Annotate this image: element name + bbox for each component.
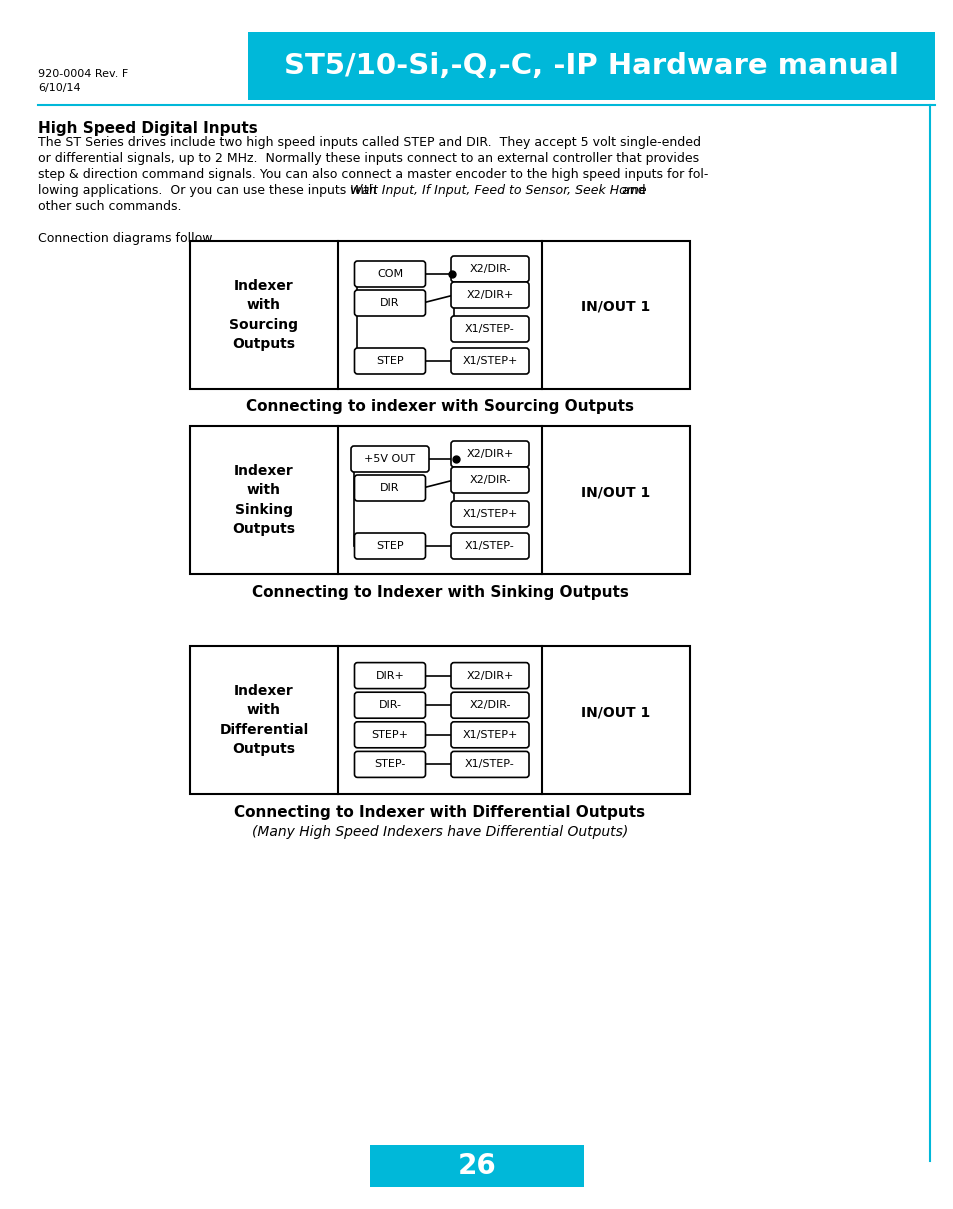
- Text: IN/OUT 1: IN/OUT 1: [580, 485, 650, 499]
- Text: lowing applications.  Or you can use these inputs with: lowing applications. Or you can use thes…: [38, 184, 380, 197]
- FancyBboxPatch shape: [451, 501, 529, 527]
- FancyBboxPatch shape: [451, 316, 529, 342]
- Text: 26: 26: [457, 1152, 496, 1180]
- FancyBboxPatch shape: [451, 533, 529, 559]
- Text: +5V OUT: +5V OUT: [364, 455, 416, 464]
- Bar: [190, 241, 689, 389]
- FancyBboxPatch shape: [355, 475, 425, 501]
- Text: Connection diagrams follow.: Connection diagrams follow.: [38, 232, 215, 245]
- Text: STEP: STEP: [375, 355, 403, 366]
- FancyBboxPatch shape: [355, 533, 425, 559]
- Bar: [248, 31, 934, 100]
- FancyBboxPatch shape: [351, 446, 429, 472]
- FancyBboxPatch shape: [451, 348, 529, 374]
- Text: 6/10/14: 6/10/14: [38, 83, 81, 93]
- Text: Connecting to indexer with Sourcing Outputs: Connecting to indexer with Sourcing Outp…: [246, 399, 634, 415]
- Text: STEP: STEP: [375, 540, 403, 551]
- FancyBboxPatch shape: [451, 722, 529, 748]
- Text: and: and: [618, 184, 645, 197]
- Text: STEP+: STEP+: [371, 730, 408, 740]
- Text: IN/OUT 1: IN/OUT 1: [580, 300, 650, 314]
- Text: X1/STEP+: X1/STEP+: [462, 730, 517, 740]
- Text: X2/DIR+: X2/DIR+: [466, 449, 513, 459]
- FancyBboxPatch shape: [355, 290, 425, 316]
- FancyBboxPatch shape: [355, 752, 425, 777]
- Text: The ST Series drives include two high speed inputs called STEP and DIR.  They ac: The ST Series drives include two high sp…: [38, 135, 700, 149]
- Text: X1/STEP-: X1/STEP-: [465, 540, 515, 551]
- Bar: [370, 1145, 583, 1187]
- Text: X2/DIR+: X2/DIR+: [466, 290, 513, 300]
- Text: STEP-: STEP-: [374, 759, 405, 769]
- Text: Indexer
with
Differential
Outputs: Indexer with Differential Outputs: [219, 684, 309, 757]
- Text: X2/DIR+: X2/DIR+: [466, 671, 513, 681]
- FancyBboxPatch shape: [355, 261, 425, 287]
- Text: DIR: DIR: [380, 484, 399, 493]
- FancyBboxPatch shape: [355, 348, 425, 374]
- FancyBboxPatch shape: [451, 663, 529, 689]
- Text: X1/STEP-: X1/STEP-: [465, 324, 515, 334]
- FancyBboxPatch shape: [451, 256, 529, 282]
- FancyBboxPatch shape: [355, 722, 425, 748]
- Text: X1/STEP-: X1/STEP-: [465, 759, 515, 769]
- Text: X2/DIR-: X2/DIR-: [469, 475, 510, 485]
- Bar: [190, 426, 689, 574]
- FancyBboxPatch shape: [451, 752, 529, 777]
- FancyBboxPatch shape: [355, 663, 425, 689]
- FancyBboxPatch shape: [451, 441, 529, 467]
- Text: Wait Input, If Input, Feed to Sensor, Seek Home: Wait Input, If Input, Feed to Sensor, Se…: [350, 184, 646, 197]
- Text: X1/STEP+: X1/STEP+: [462, 509, 517, 519]
- Text: X1/STEP+: X1/STEP+: [462, 355, 517, 366]
- Text: Connecting to Indexer with Sinking Outputs: Connecting to Indexer with Sinking Outpu…: [252, 584, 628, 600]
- Text: High Speed Digital Inputs: High Speed Digital Inputs: [38, 121, 257, 135]
- Text: or differential signals, up to 2 MHz.  Normally these inputs connect to an exter: or differential signals, up to 2 MHz. No…: [38, 152, 699, 164]
- Text: (Many High Speed Indexers have Differential Outputs): (Many High Speed Indexers have Different…: [252, 825, 627, 839]
- Text: ST5/10-Si,-Q,-C, -IP Hardware manual: ST5/10-Si,-Q,-C, -IP Hardware manual: [284, 52, 898, 80]
- Text: DIR-: DIR-: [378, 700, 401, 710]
- FancyBboxPatch shape: [355, 693, 425, 718]
- Text: Indexer
with
Sinking
Outputs: Indexer with Sinking Outputs: [233, 464, 295, 537]
- Text: COM: COM: [376, 268, 402, 279]
- Text: 920-0004 Rev. F: 920-0004 Rev. F: [38, 69, 128, 79]
- Text: other such commands.: other such commands.: [38, 199, 181, 213]
- Text: DIR: DIR: [380, 297, 399, 308]
- Bar: [190, 646, 689, 794]
- FancyBboxPatch shape: [451, 693, 529, 718]
- FancyBboxPatch shape: [451, 282, 529, 308]
- Text: step & direction command signals. You can also connect a master encoder to the h: step & direction command signals. You ca…: [38, 168, 708, 181]
- Text: DIR+: DIR+: [375, 671, 404, 681]
- Text: X2/DIR-: X2/DIR-: [469, 264, 510, 274]
- Text: IN/OUT 1: IN/OUT 1: [580, 705, 650, 719]
- Text: Connecting to Indexer with Differential Outputs: Connecting to Indexer with Differential …: [234, 804, 645, 820]
- Text: Indexer
with
Sourcing
Outputs: Indexer with Sourcing Outputs: [230, 279, 298, 352]
- Text: X2/DIR-: X2/DIR-: [469, 700, 510, 710]
- FancyBboxPatch shape: [451, 467, 529, 493]
